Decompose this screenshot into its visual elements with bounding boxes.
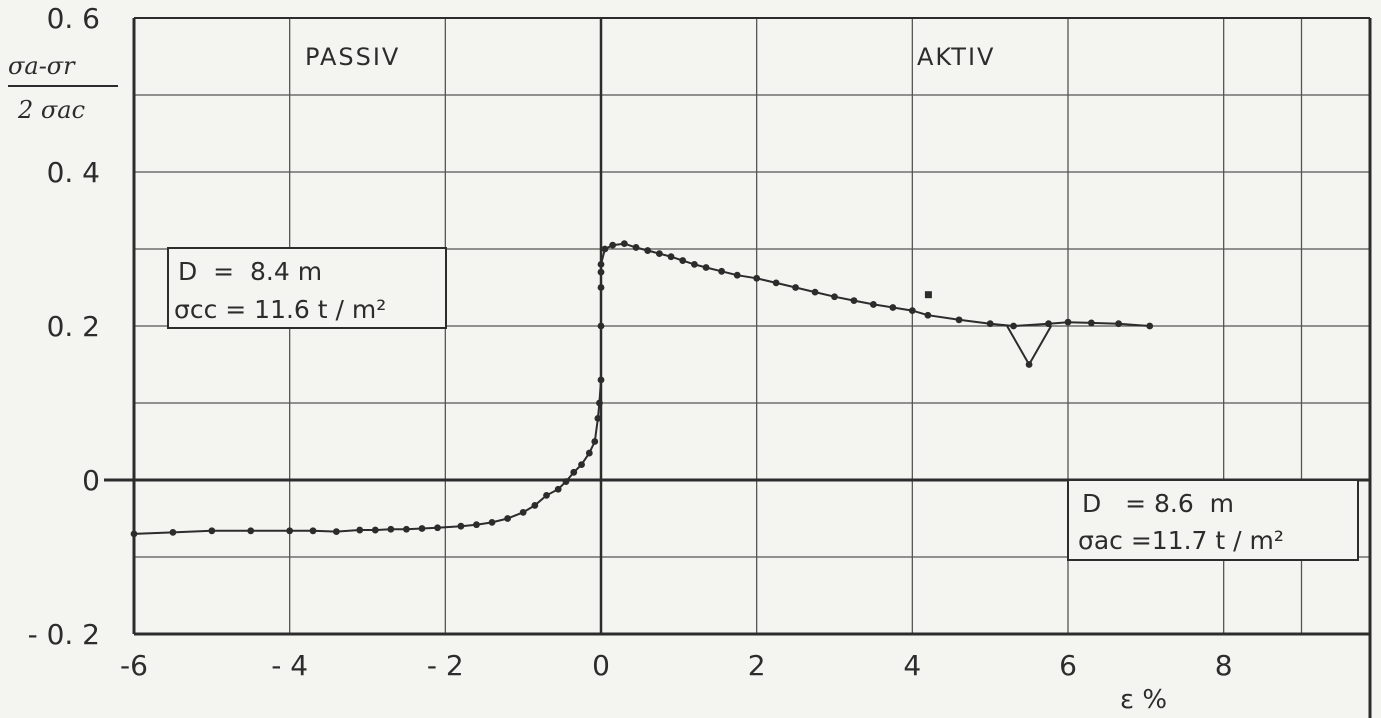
data-point <box>578 461 585 468</box>
right-annotation-box <box>1067 479 1359 561</box>
data-point <box>208 527 216 535</box>
data-point <box>504 515 511 522</box>
y-tick-label: 0 <box>82 464 100 497</box>
data-point <box>531 502 539 509</box>
outlier-point <box>924 291 932 299</box>
data-point <box>488 518 496 526</box>
data-point <box>986 320 994 328</box>
data-point <box>1064 318 1072 326</box>
data-point <box>831 293 838 301</box>
data-point <box>620 240 628 248</box>
data-point <box>434 524 441 532</box>
y-axis-label-denominator: 2 σac <box>17 96 85 124</box>
data-point <box>811 288 819 296</box>
x-tick-label: 8 <box>1215 649 1233 682</box>
data-point <box>597 322 605 330</box>
data-point <box>169 528 177 536</box>
data-point <box>1010 322 1017 330</box>
x-tick-label: 2 <box>748 649 766 682</box>
y-tick-label: 0. 2 <box>47 310 100 343</box>
x-tick-label: - 4 <box>271 649 308 682</box>
x-axis-label: ε % <box>1120 685 1167 715</box>
data-point <box>632 244 640 251</box>
x-tick-label: 4 <box>903 649 921 682</box>
data-point <box>585 449 593 457</box>
data-point <box>1087 319 1095 327</box>
data-point <box>356 526 364 534</box>
data-point <box>543 492 550 499</box>
data-point <box>691 261 698 268</box>
data-point <box>924 311 932 319</box>
data-point <box>387 525 395 533</box>
data-point <box>562 478 570 485</box>
data-point <box>554 485 562 493</box>
x-tick-labels: -6 - 4 - 2 0 2 4 6 8 <box>120 649 1233 682</box>
region-label-passiv: PASSIV <box>305 43 400 71</box>
data-point <box>753 274 761 282</box>
data-point <box>702 264 710 271</box>
x-tick-label: 0 <box>592 649 610 682</box>
left-annotation-line-1: D = 8.4 m <box>178 257 322 286</box>
data-point <box>597 376 605 384</box>
data-point <box>772 279 780 287</box>
y-tick-label: - 0. 2 <box>28 618 100 651</box>
y-tick-label: 0. 6 <box>47 2 100 35</box>
data-point <box>332 528 340 535</box>
data-point <box>609 241 617 249</box>
data-point <box>870 301 877 308</box>
data-point <box>519 508 527 516</box>
region-label-aktiv: AKTIV <box>917 43 995 71</box>
data-point <box>286 527 294 535</box>
left-annotation-line-2: σcc = 11.6 t / m² <box>174 295 386 324</box>
data-point <box>655 250 663 258</box>
data-point <box>597 261 605 268</box>
y-axis-label-numerator: σa-σr <box>8 52 76 80</box>
data-point <box>403 525 410 533</box>
data-point <box>309 527 317 535</box>
data-point <box>1146 322 1154 330</box>
data-point <box>418 525 426 532</box>
data-point <box>601 245 609 253</box>
data-point <box>1045 320 1052 328</box>
data-point <box>792 284 799 291</box>
right-annotation-line-1: D = 8.6 m <box>1082 489 1234 518</box>
data-point <box>889 304 897 311</box>
data-point <box>955 316 963 324</box>
right-annotation-line-2: σac =11.7 t / m² <box>1078 526 1284 555</box>
y-tick-label: 0. 4 <box>47 156 100 189</box>
data-point <box>473 521 480 529</box>
data-point <box>1115 320 1122 328</box>
data-point <box>644 247 652 254</box>
data-point <box>679 257 687 264</box>
data-point <box>718 267 726 275</box>
y-tick-labels: - 0. 2 0 0. 2 0. 4 0. 6 <box>28 2 100 651</box>
data-point <box>667 253 675 261</box>
data-point <box>130 530 138 538</box>
left-annotation-box <box>167 247 447 329</box>
dip-v-mark <box>1006 325 1052 367</box>
data-point <box>596 399 603 407</box>
data-point <box>570 468 578 476</box>
data-point <box>591 438 599 445</box>
data-point <box>457 522 465 530</box>
x-tick-label: 6 <box>1059 649 1077 682</box>
data-point <box>247 527 255 535</box>
x-tick-label: - 2 <box>427 649 464 682</box>
data-point <box>371 526 379 534</box>
x-tick-label: -6 <box>120 649 148 682</box>
data-point <box>850 297 858 304</box>
data-point <box>733 271 741 279</box>
data-point <box>594 415 602 422</box>
data-point <box>597 268 605 276</box>
data-point <box>597 284 605 291</box>
data-point <box>908 307 916 314</box>
